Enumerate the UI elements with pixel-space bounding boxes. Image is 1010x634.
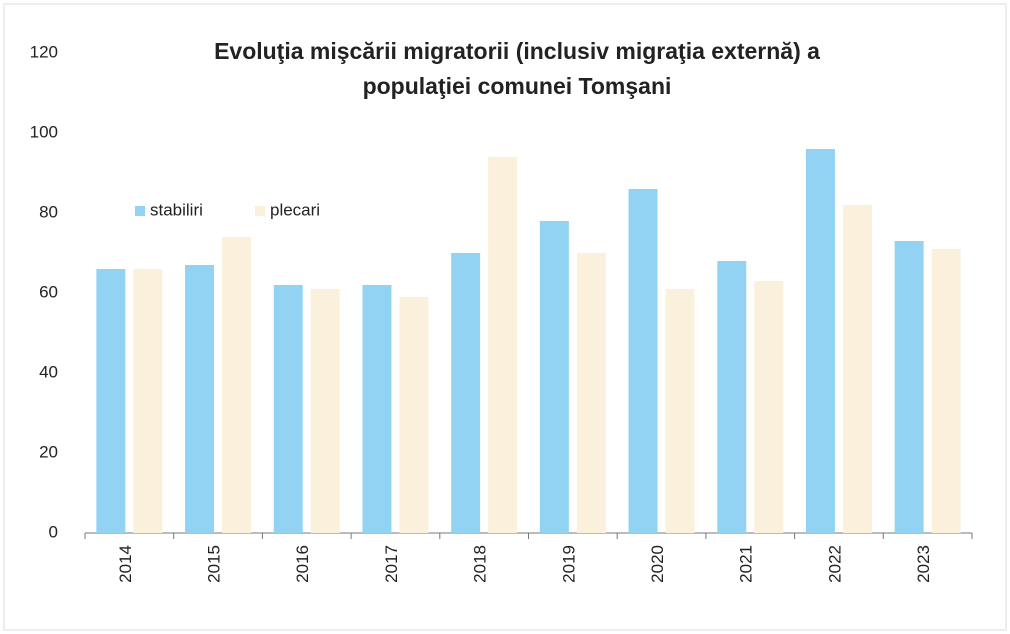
chart-title: populaţiei comunei Tomşani <box>363 73 672 99</box>
chart-title: Evoluţia mişcării migratorii (inclusiv m… <box>214 38 820 64</box>
bar <box>842 205 872 533</box>
y-tick-label: 80 <box>39 202 58 221</box>
y-tick-label: 20 <box>39 442 58 461</box>
bar <box>628 189 658 533</box>
bar <box>96 269 126 533</box>
x-tick-label: 2023 <box>914 545 933 583</box>
legend-swatch <box>135 206 145 216</box>
x-tick-label: 2020 <box>648 545 667 583</box>
bar <box>539 221 569 533</box>
x-tick-label: 2021 <box>737 545 756 583</box>
y-tick-label: 120 <box>30 42 58 61</box>
bar <box>362 285 392 533</box>
bar <box>665 289 695 533</box>
y-tick-label: 40 <box>39 362 58 381</box>
legend-swatch <box>255 206 265 216</box>
x-tick-label: 2022 <box>825 545 844 583</box>
x-tick-label: 2019 <box>559 545 578 583</box>
legend-label: stabiliri <box>150 200 203 219</box>
x-tick-label: 2014 <box>116 545 135 583</box>
bar <box>931 249 961 533</box>
bar <box>754 281 784 533</box>
bar <box>310 289 340 533</box>
bar <box>399 297 429 533</box>
legend-label: plecari <box>270 200 320 219</box>
x-tick-label: 2015 <box>205 545 224 583</box>
bar <box>576 253 606 533</box>
bar <box>805 149 835 533</box>
bar <box>488 157 518 533</box>
x-tick-label: 2017 <box>382 545 401 583</box>
x-tick-label: 2016 <box>293 545 312 583</box>
y-tick-label: 60 <box>39 282 58 301</box>
bar <box>185 265 215 533</box>
bar <box>451 253 481 533</box>
bar <box>717 261 747 533</box>
bar <box>273 285 303 533</box>
bar <box>894 241 924 533</box>
x-tick-label: 2018 <box>471 545 490 583</box>
bar <box>133 269 163 533</box>
bar <box>222 237 252 533</box>
y-tick-label: 0 <box>49 522 58 541</box>
chart-frame <box>3 3 1007 631</box>
y-tick-label: 100 <box>30 122 58 141</box>
